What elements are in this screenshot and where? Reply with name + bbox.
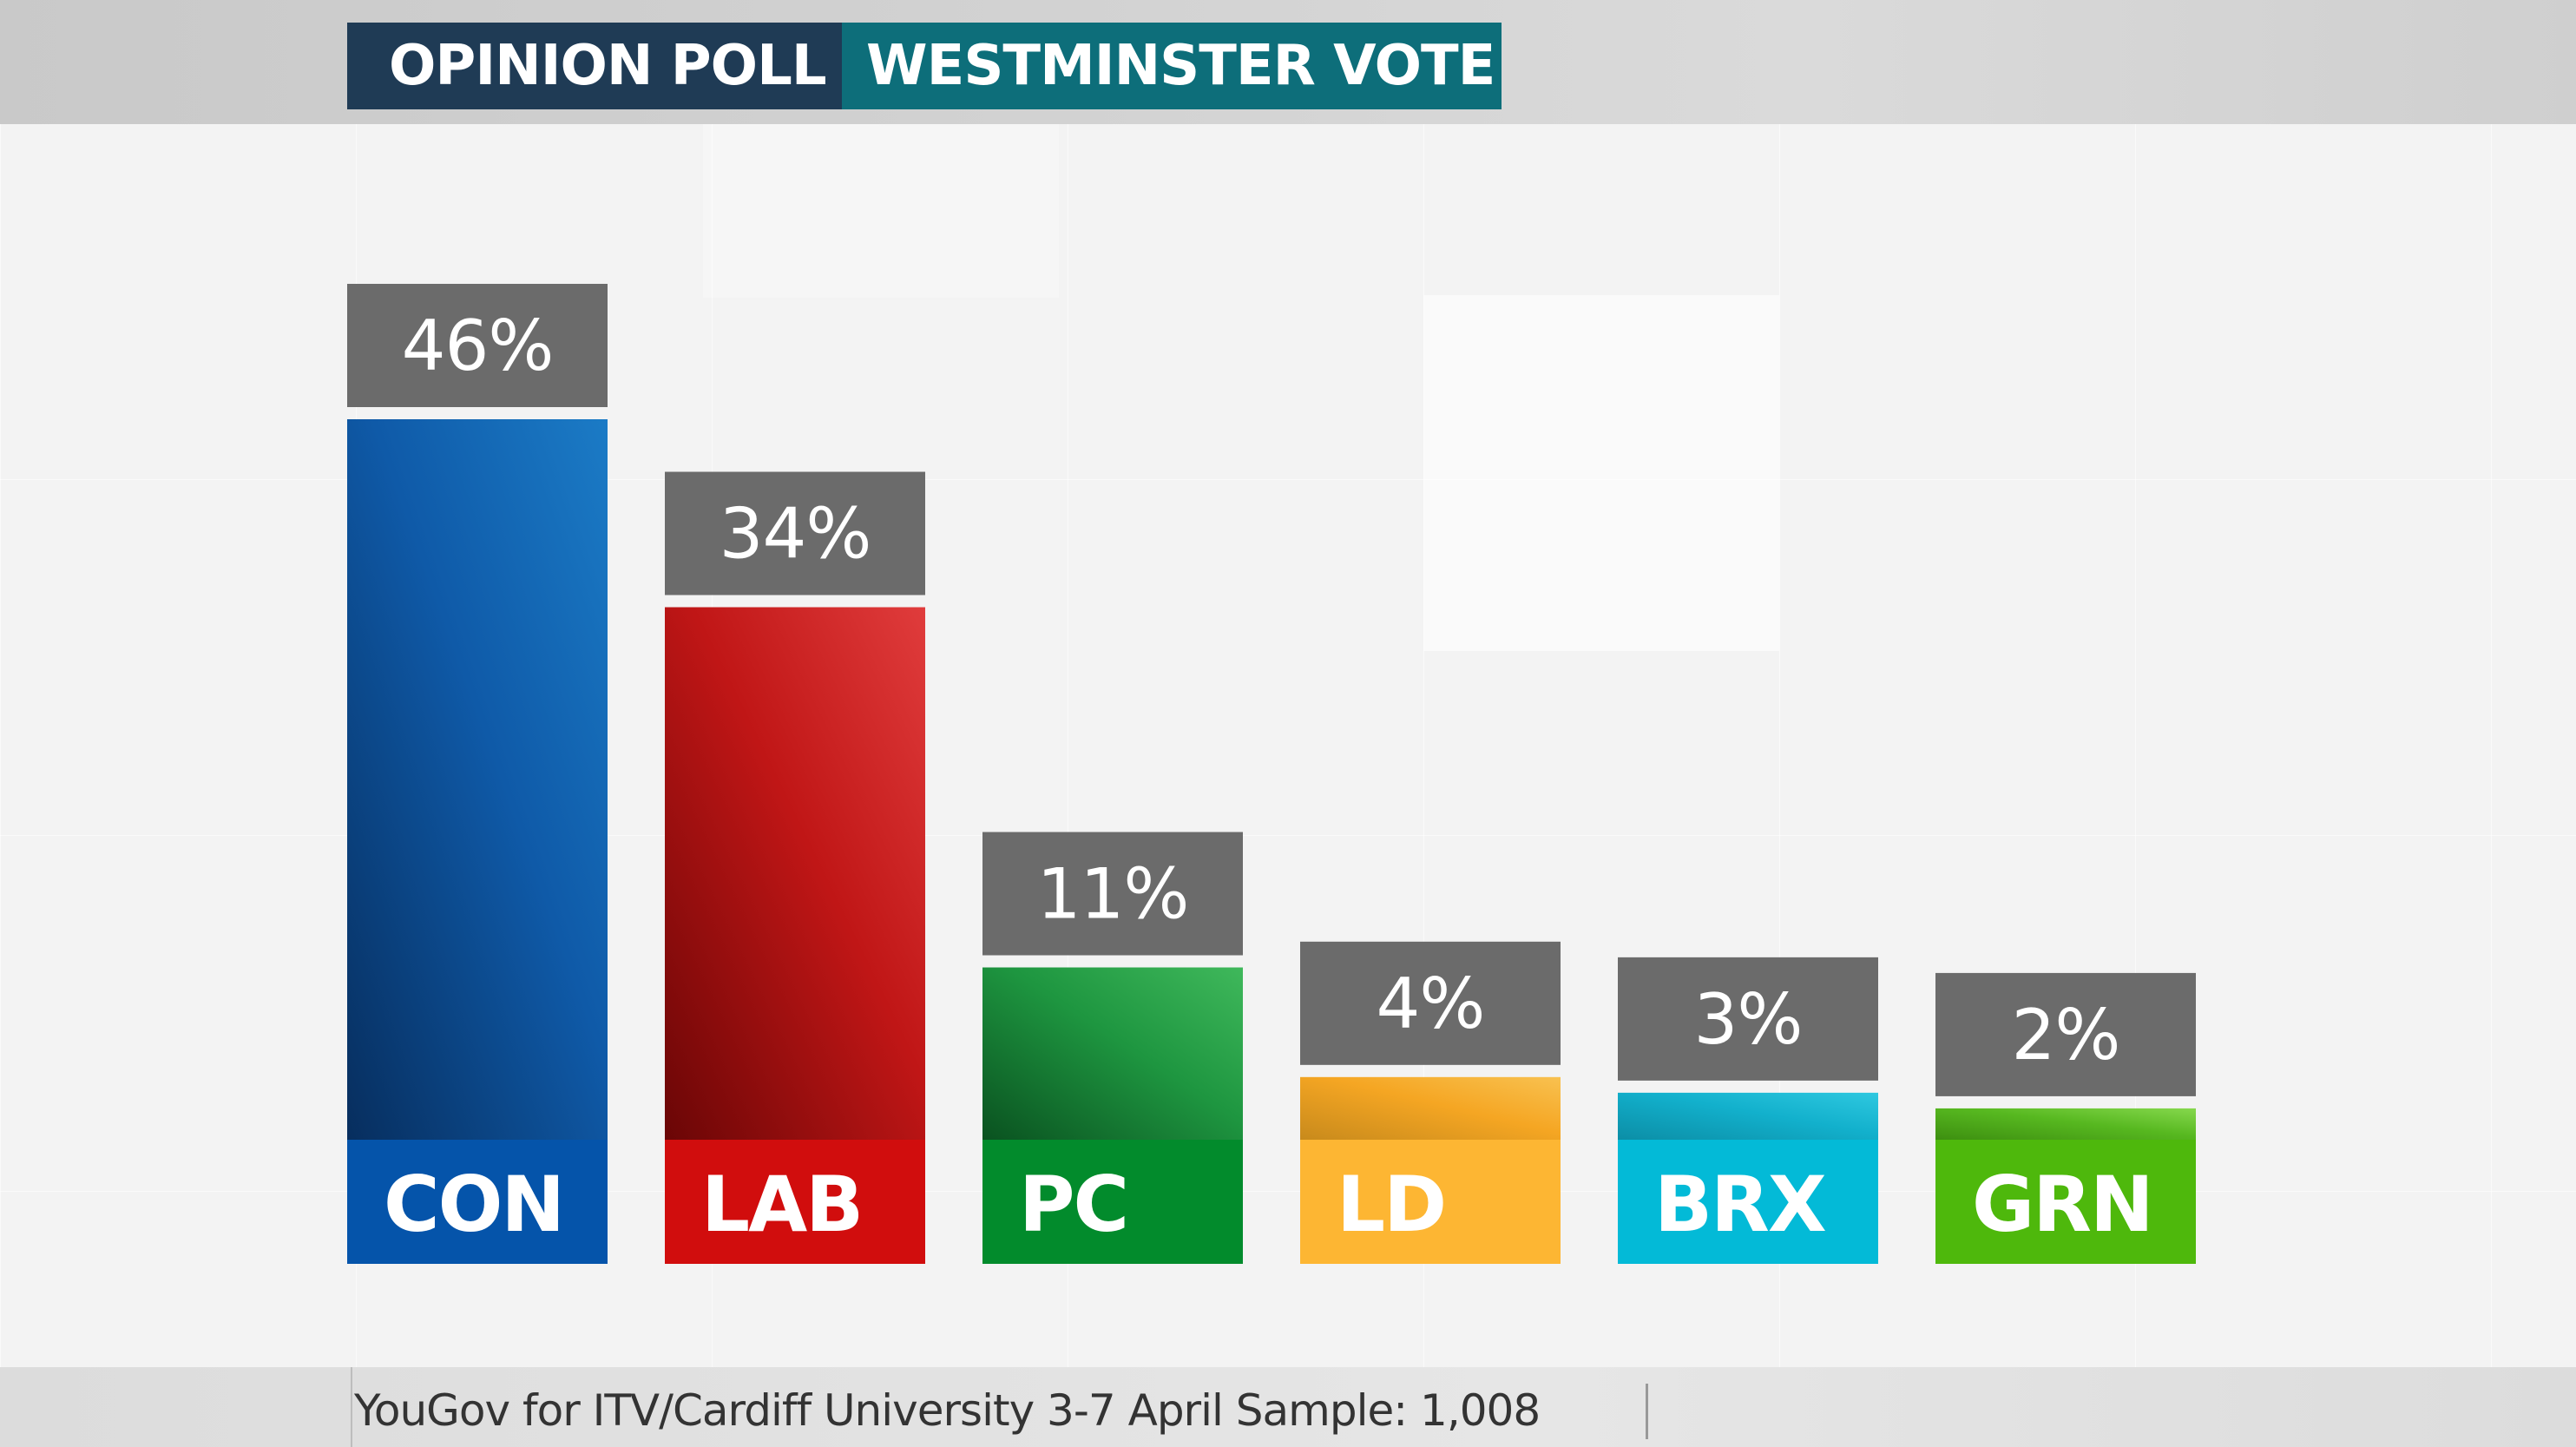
banner-tag: OPINION POLL xyxy=(347,23,842,109)
category-label-lab: LAB xyxy=(701,1160,862,1249)
value-label-grn: 2% xyxy=(2012,995,2120,1075)
bar-base-lab xyxy=(665,1140,925,1264)
bar-con xyxy=(347,419,608,1140)
footer-edge xyxy=(351,1367,352,1447)
value-box-ld xyxy=(1300,941,1561,1065)
bars-layer: CON 46% LAB 34% PC 11% LD 4% BRX 3% GRN 2% xyxy=(347,284,2196,1264)
value-box-brx xyxy=(1618,957,1878,1081)
footer-band xyxy=(0,1367,2576,1447)
bar-base-ld xyxy=(1300,1140,1561,1264)
value-box-grn xyxy=(1935,972,2196,1096)
value-label-lab: 34% xyxy=(720,494,871,575)
bar-pc xyxy=(982,967,1243,1140)
bar-group-ld: LD 4% xyxy=(1300,941,1561,1264)
bar-ld xyxy=(1300,1076,1561,1140)
value-label-pc: 11% xyxy=(1037,854,1189,935)
background-tile xyxy=(703,124,1059,298)
bar-group-con: CON 46% xyxy=(347,284,608,1264)
banner-tag-text: OPINION POLL xyxy=(389,34,827,98)
bar-base-con xyxy=(347,1140,608,1264)
category-label-pc: PC xyxy=(1019,1160,1127,1249)
bar-group-pc: PC 11% xyxy=(982,832,1243,1264)
value-label-ld: 4% xyxy=(1377,964,1485,1044)
category-label-grn: GRN xyxy=(1972,1160,2152,1249)
bar-base-brx xyxy=(1618,1140,1878,1264)
value-box-pc xyxy=(982,832,1243,956)
category-label-con: CON xyxy=(384,1160,563,1249)
bar-base-pc xyxy=(982,1140,1243,1264)
bar-group-brx: BRX 3% xyxy=(1618,957,1878,1264)
background-tile xyxy=(1423,295,1779,651)
bar-grn xyxy=(1935,1108,2196,1140)
category-label-brx: BRX xyxy=(1654,1160,1826,1249)
source-divider xyxy=(1646,1384,1648,1439)
source-caption: YouGov for ITV/Cardiff University 3-7 Ap… xyxy=(354,1385,1541,1436)
bar-lab xyxy=(665,607,925,1140)
value-label-brx: 3% xyxy=(1694,979,1803,1060)
category-label-ld: LD xyxy=(1337,1160,1445,1249)
bar-group-lab: LAB 34% xyxy=(665,471,925,1264)
bar-base-grn xyxy=(1935,1140,2196,1264)
value-box-lab xyxy=(665,471,925,595)
banner-title: WESTMINSTER VOTE xyxy=(842,23,1502,109)
value-box-con xyxy=(347,284,608,407)
bar-group-grn: GRN 2% xyxy=(1935,972,2196,1264)
bar-brx xyxy=(1618,1092,1878,1140)
value-label-con: 46% xyxy=(402,306,554,386)
banner-title-text: WESTMINSTER VOTE xyxy=(866,34,1495,98)
